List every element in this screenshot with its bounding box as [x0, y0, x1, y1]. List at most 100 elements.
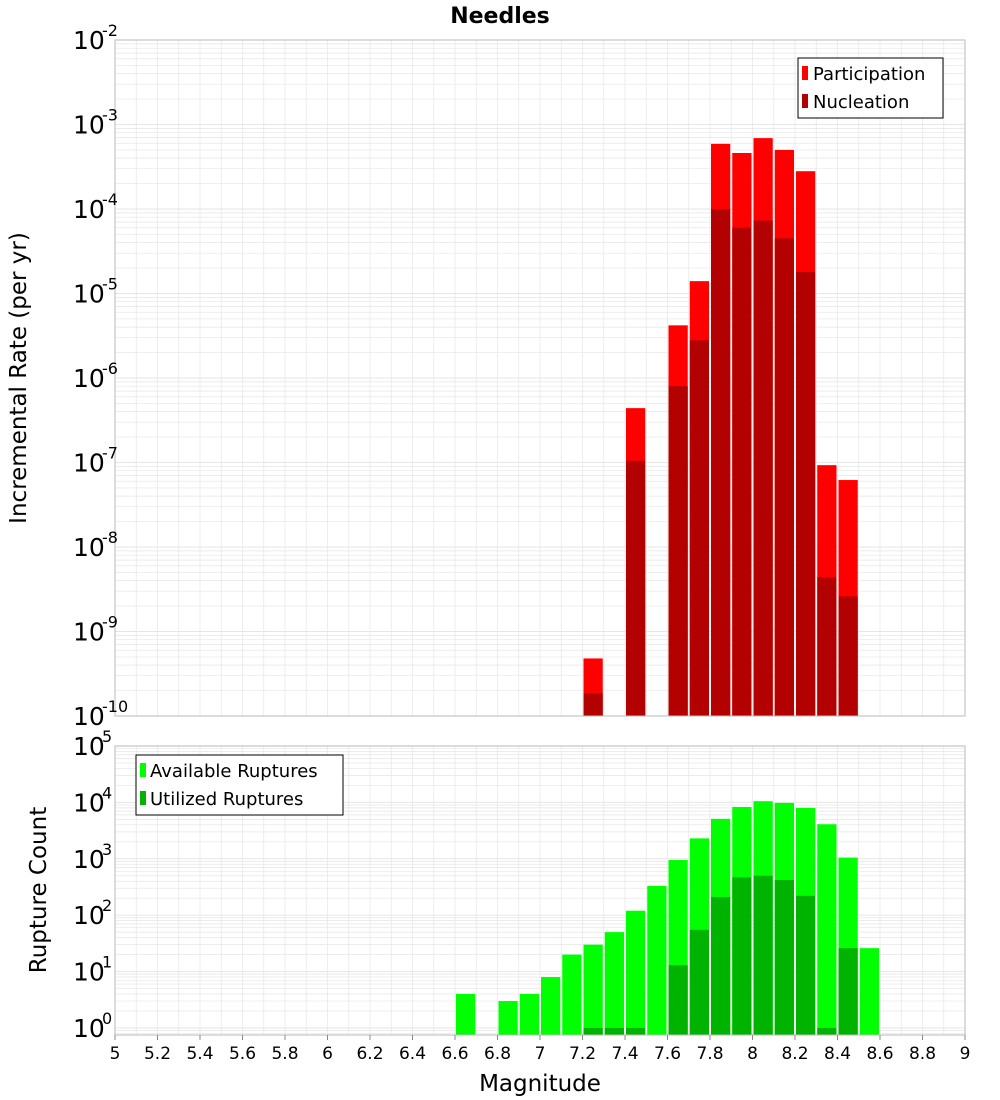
x-axis-label: Magnitude — [479, 1071, 601, 1097]
nucleation-bar — [583, 693, 603, 716]
nucleation-bar — [774, 238, 794, 717]
count-y-axis-label: Rupture Count — [26, 807, 52, 973]
rate-y-tick-base: 10 — [73, 533, 105, 562]
count-y-tick-base: 10 — [73, 1014, 105, 1043]
rate-y-tick-exponent: -4 — [102, 190, 118, 209]
rate-y-tick: 10-2 — [73, 21, 118, 55]
count-legend-box — [135, 754, 344, 816]
count-y-tick: 101 — [73, 953, 112, 987]
nucleation-bar — [796, 271, 816, 716]
utilized-bar — [626, 1027, 646, 1035]
x-tick-label: 8.4 — [824, 1044, 851, 1064]
count-y-tick-exponent: 1 — [102, 953, 112, 972]
available-bar — [583, 944, 603, 1035]
utilized-legend-label: Utilized Ruptures — [150, 789, 303, 810]
available-bar — [498, 1001, 518, 1035]
utilized-swatch — [140, 791, 146, 805]
rate-y-tick-exponent: -7 — [102, 444, 118, 463]
participation-swatch — [802, 66, 808, 80]
available-bar — [456, 994, 476, 1035]
utilized-bar — [838, 948, 858, 1035]
rate-legend-box — [797, 57, 944, 119]
available-bar — [859, 948, 879, 1035]
count-y-tick: 100 — [73, 1009, 112, 1043]
x-tick-label: 5 — [110, 1044, 121, 1064]
x-tick-label: 6 — [322, 1044, 333, 1064]
count-bars — [456, 801, 879, 1035]
count-y-tick: 102 — [73, 896, 112, 930]
x-tick-label: 7.6 — [654, 1044, 681, 1064]
count-y-tick-base: 10 — [73, 845, 105, 874]
x-tick-label: 8.8 — [909, 1044, 936, 1064]
available-bar — [626, 910, 646, 1035]
nucleation-bar — [626, 460, 646, 716]
rate-y-tick-exponent: -2 — [102, 21, 118, 40]
rate-y-tick-base: 10 — [73, 280, 105, 309]
rate-y-tick: 10-8 — [73, 528, 118, 562]
x-tick-label: 9 — [960, 1044, 971, 1064]
nucleation-bar — [689, 340, 709, 716]
count-y-tick-base: 10 — [73, 788, 105, 817]
rate-y-tick-exponent: -10 — [102, 697, 128, 716]
x-tick-label: 5.2 — [144, 1044, 171, 1064]
rate-gridlines — [114, 40, 966, 717]
utilized-bar — [583, 1027, 603, 1035]
chart-title: Needles — [450, 4, 550, 29]
nucleation-swatch — [802, 94, 808, 108]
utilized-bar — [774, 880, 794, 1035]
available-bar — [604, 932, 624, 1035]
rate-y-tick: 10-9 — [73, 613, 118, 647]
count-y-tick-exponent: 5 — [102, 727, 112, 746]
utilized-bar — [796, 895, 816, 1035]
rate-y-tick-base: 10 — [73, 195, 105, 224]
utilized-bar — [689, 929, 709, 1035]
count-y-tick-exponent: 4 — [102, 783, 112, 802]
participation-legend-label: Participation — [813, 64, 925, 85]
x-tick-label: 6.6 — [441, 1044, 468, 1064]
rate-y-tick-base: 10 — [73, 449, 105, 478]
utilized-bar — [711, 897, 731, 1035]
nucleation-legend-label: Nucleation — [813, 92, 909, 113]
x-tick-label: 7.4 — [611, 1044, 638, 1064]
x-tick-label: 5.8 — [271, 1044, 298, 1064]
utilized-bar — [668, 965, 688, 1035]
count-y-tick-base: 10 — [73, 732, 105, 761]
utilized-bar — [732, 877, 752, 1035]
rate-y-tick-base: 10 — [73, 111, 105, 140]
count-y-tick: 104 — [73, 783, 112, 817]
x-tick-label: 7 — [535, 1044, 546, 1064]
rate-y-tick: 10-5 — [73, 275, 118, 309]
rate-y-tick-exponent: -6 — [102, 359, 118, 378]
rate-y-tick-exponent: -9 — [102, 613, 118, 632]
count-y-tick: 105 — [73, 727, 112, 761]
rate-y-tick: 10-10 — [73, 697, 128, 731]
available-bar — [541, 977, 561, 1035]
count-y-tick-exponent: 2 — [102, 896, 112, 915]
nucleation-bar — [711, 209, 731, 716]
nucleation-bar — [732, 227, 752, 716]
x-tick-label: 8 — [747, 1044, 758, 1064]
rate-y-tick: 10-6 — [73, 359, 118, 393]
rate-y-tick-base: 10 — [73, 618, 105, 647]
x-tick-label: 6.4 — [399, 1044, 426, 1064]
count-y-tick-exponent: 3 — [102, 840, 112, 859]
rate-legend: Participation Nucleation — [797, 57, 944, 119]
nucleation-bar — [668, 386, 688, 716]
available-bar — [817, 824, 837, 1035]
count-y-tick-exponent: 0 — [102, 1009, 112, 1028]
x-tick-label: 7.8 — [696, 1044, 723, 1064]
rate-y-tick-exponent: -5 — [102, 275, 118, 294]
available-legend-label: Available Ruptures — [150, 761, 318, 782]
rate-y-tick: 10-3 — [73, 106, 118, 140]
available-bar — [562, 954, 582, 1035]
utilized-bar — [753, 875, 773, 1035]
x-tick-label: 5.6 — [229, 1044, 256, 1064]
x-tick-label: 8.6 — [866, 1044, 893, 1064]
x-tick-label: 6.2 — [356, 1044, 383, 1064]
x-tick-label: 5.4 — [186, 1044, 213, 1064]
nucleation-bar — [753, 220, 773, 716]
